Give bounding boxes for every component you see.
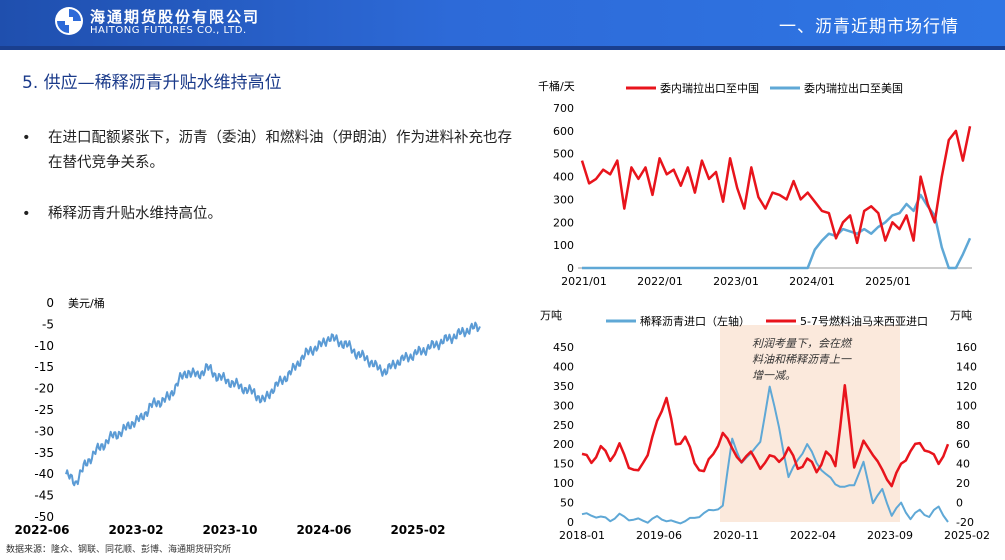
bullet-text: 稀释沥青升贴水维持高位。 [48,206,222,222]
x-tick-label: 2023-10 [202,523,257,537]
bullet-dot: • [22,130,31,146]
y-tick-label-right: 60 [956,438,970,451]
x-tick-label: 2023-02 [108,523,163,537]
y-tick-label-right: 120 [956,380,977,393]
x-tick-label: 2020-11 [713,529,759,542]
diluted-bitumen-import-line [581,385,949,525]
x-tick-label: 2025/01 [865,275,911,288]
y-tick-label-right: 100 [956,399,977,412]
y-tick-label-right: 80 [956,419,970,432]
y-tick-label-left: 300 [553,399,574,412]
company-logo-icon [55,7,83,35]
y-tick-label-left: 200 [553,438,574,451]
y-tick-label-left: 100 [553,477,574,490]
legend-label-china: 委内瑞拉出口至中国 [660,81,759,95]
y-axis-unit-left: 万吨 [540,309,562,322]
bullet-1: • 在进口配额紧张下，沥青（委油）和燃料油（伊朗油）作为进料补充也存在替代竞争关… [22,126,522,176]
bullet-dot: • [22,206,31,222]
y-tick-label: 200 [553,216,574,229]
y-tick-label: 600 [553,125,574,138]
y-tick-label-left: 0 [567,516,574,529]
y-tick-label: -30 [34,424,54,438]
x-tick-label: 2021/01 [561,275,607,288]
premium-series-line [65,321,481,487]
y-tick-label: 100 [553,239,574,252]
y-tick-label: -35 [34,446,54,460]
y-tick-label: 500 [553,148,574,161]
x-tick-label: 2023/01 [713,275,759,288]
y-tick-label-right: 20 [956,477,970,490]
slide-title: 5. 供应—稀释沥青升贴水维持高位 [22,73,282,93]
y-tick-label-right: 40 [956,458,970,471]
bullet-2: • 稀释沥青升贴水维持高位。 [22,202,522,227]
y-tick-label-left: 400 [553,360,574,373]
y-tick-label: 400 [553,171,574,184]
y-tick-label-left: 150 [553,458,574,471]
y-tick-label-left: 50 [560,497,574,510]
y-tick-label: 700 [553,102,574,115]
y-tick-label-right: 140 [956,360,977,373]
y-tick-label-left: 450 [553,341,574,354]
x-tick-label: 2025-02 [390,523,445,537]
y-tick-label: -25 [34,403,54,417]
x-tick-label: 2023-09 [867,529,913,542]
header-bar: 海通期货股份有限公司 HAITONG FUTURES CO., LTD. 一、沥… [0,0,1005,50]
section-title: 一、沥青近期市场行情 [779,17,959,37]
y-tick-label: -20 [34,382,54,396]
x-tick-label: 2024/01 [789,275,835,288]
y-tick-label: -40 [34,467,54,481]
legend-label-diluted: 稀释沥青进口（左轴） [640,314,750,328]
y-tick-label: -45 [34,489,54,503]
bullet-text: 在进口配额紧张下，沥青（委油）和燃料油（伊朗油）作为进料补充也存在替代竞争关系。 [48,130,512,171]
y-tick-label-right: 0 [956,497,963,510]
x-tick-label: 2024-06 [296,523,351,537]
fuel-oil-import-line [581,383,950,488]
x-tick-label: 2022-06 [14,523,69,537]
y-tick-label-left: 350 [553,380,574,393]
y-tick-label: 0 [567,262,574,275]
brand-name-cn: 海通期货股份有限公司 [90,8,261,26]
y-axis-unit: 千桶/天 [538,79,575,93]
x-tick-label: 2025-02 [944,529,990,542]
china-export-line [580,126,972,245]
y-tick-label-right: 160 [956,341,977,354]
annotation-line-1: 利润考量下，会在燃 [752,337,853,350]
y-tick-label-right: -20 [956,516,974,529]
y-axis-unit: 美元/桶 [68,296,105,310]
x-tick-label: 2018-01 [559,529,605,542]
y-tick-label: -10 [34,339,54,353]
annotation-line-2: 料油和稀释沥青上一 [752,353,852,366]
annotation-line-3: 增一减。 [752,369,796,382]
data-source-note: 数据来源：隆众、钢联、同花顺、彭博、海通期货研究所 [6,545,232,555]
y-tick-label-left: 250 [553,419,574,432]
diluted-bitumen-premium-chart: 0 -5 -10 -15 -20 -25 -30 -35 -40 -45 -50 美元/桶 2022-0… [14,296,481,537]
y-tick-label: -15 [34,360,54,374]
legend-label-fueloil: 5-7号燃料油马来西亚进口 [800,314,928,328]
brand-name-en: HAITONG FUTURES CO., LTD. [90,25,247,36]
y-axis-unit-right: 万吨 [950,309,972,322]
usa-export-line [582,193,972,270]
y-tick-label: -50 [34,510,54,524]
x-tick-label: 2022-04 [790,529,836,542]
y-tick-label: -5 [42,317,54,331]
y-tick-label: 300 [553,193,574,206]
legend-label-usa: 委内瑞拉出口至美国 [804,81,903,95]
x-tick-label: 2022/01 [637,275,683,288]
x-tick-label: 2019-06 [636,529,682,542]
y-tick-label: 0 [46,296,54,310]
header-stripe [0,46,1005,50]
